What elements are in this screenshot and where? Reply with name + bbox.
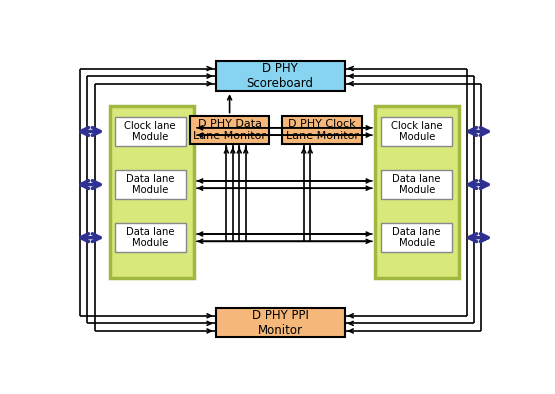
FancyBboxPatch shape (190, 115, 269, 144)
Text: D PHY Clock
Lane Monitor: D PHY Clock Lane Monitor (286, 119, 359, 141)
FancyBboxPatch shape (381, 170, 452, 199)
FancyBboxPatch shape (114, 170, 185, 199)
Text: Data lane
Module: Data lane Module (126, 174, 174, 195)
Text: Clock lane
Module: Clock lane Module (124, 121, 176, 142)
Text: Data lane
Module: Data lane Module (392, 174, 441, 195)
Text: D PHY
Scoreboard: D PHY Scoreboard (246, 62, 314, 90)
FancyBboxPatch shape (114, 117, 185, 146)
Text: Data lane
Module: Data lane Module (392, 227, 441, 249)
Text: Clock lane
Module: Clock lane Module (391, 121, 442, 142)
Text: D PHY PPI
Monitor: D PHY PPI Monitor (252, 309, 309, 336)
Text: Data lane
Module: Data lane Module (126, 227, 174, 249)
FancyBboxPatch shape (381, 117, 452, 146)
FancyBboxPatch shape (282, 115, 362, 144)
FancyBboxPatch shape (375, 106, 458, 278)
Text: D PHY Data
Lane Monitor: D PHY Data Lane Monitor (193, 119, 266, 141)
FancyBboxPatch shape (215, 308, 345, 337)
FancyBboxPatch shape (110, 106, 194, 278)
FancyBboxPatch shape (381, 223, 452, 252)
FancyBboxPatch shape (114, 223, 185, 252)
FancyBboxPatch shape (215, 61, 345, 91)
